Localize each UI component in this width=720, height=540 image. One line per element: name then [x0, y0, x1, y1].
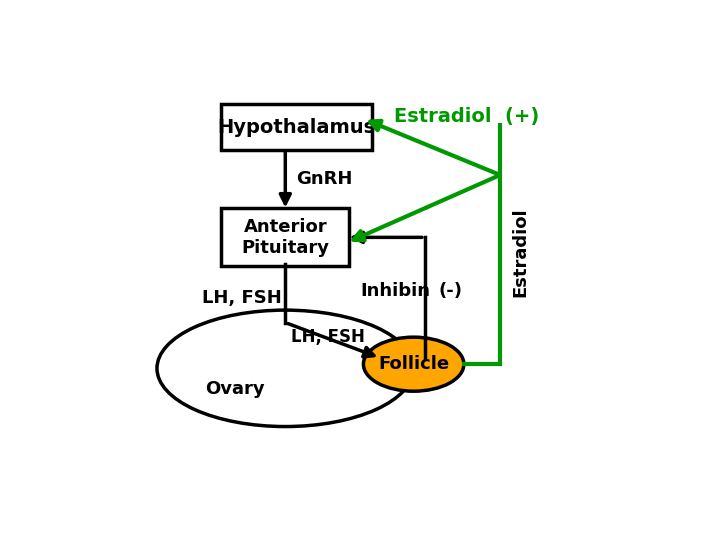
Text: Anterior
Pituitary: Anterior Pituitary — [241, 218, 329, 256]
FancyBboxPatch shape — [221, 208, 349, 266]
Text: (-): (-) — [438, 282, 463, 300]
Text: Estradiol: Estradiol — [511, 207, 529, 296]
Text: Follicle: Follicle — [378, 355, 449, 373]
Text: Estradiol  (+): Estradiol (+) — [394, 107, 539, 126]
Text: Hypothalamus: Hypothalamus — [217, 118, 376, 137]
FancyBboxPatch shape — [221, 104, 372, 150]
Text: LH, FSH: LH, FSH — [202, 289, 282, 307]
Text: Inhibin: Inhibin — [361, 282, 431, 300]
Text: GnRH: GnRH — [297, 170, 353, 188]
Text: LH, FSH: LH, FSH — [291, 328, 365, 346]
Text: Ovary: Ovary — [205, 380, 265, 398]
Ellipse shape — [364, 337, 464, 391]
